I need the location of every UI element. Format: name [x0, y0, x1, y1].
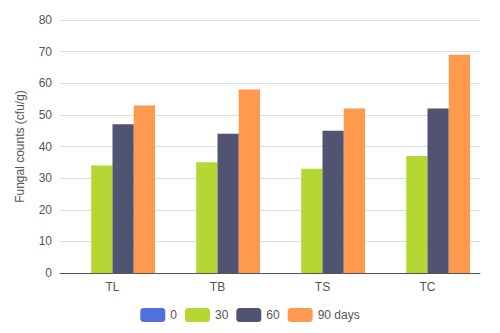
svg-text:0: 0: [45, 266, 52, 280]
svg-text:20: 20: [39, 203, 53, 217]
svg-text:Fungal counts (cfu/g): Fungal counts (cfu/g): [13, 90, 27, 203]
svg-text:0: 0: [170, 308, 177, 322]
svg-text:TL: TL: [105, 280, 119, 294]
svg-text:60: 60: [39, 76, 53, 90]
svg-text:60: 60: [266, 308, 280, 322]
svg-text:70: 70: [39, 45, 53, 59]
svg-text:40: 40: [39, 140, 53, 154]
svg-text:10: 10: [39, 234, 53, 248]
svg-text:TB: TB: [210, 280, 225, 294]
svg-text:80: 80: [39, 13, 53, 27]
svg-text:30: 30: [39, 171, 53, 185]
svg-text:TS: TS: [315, 280, 330, 294]
svg-text:30: 30: [215, 308, 229, 322]
svg-text:50: 50: [39, 108, 53, 122]
svg-text:90 days: 90 days: [318, 308, 360, 322]
svg-text:TC: TC: [420, 280, 436, 294]
